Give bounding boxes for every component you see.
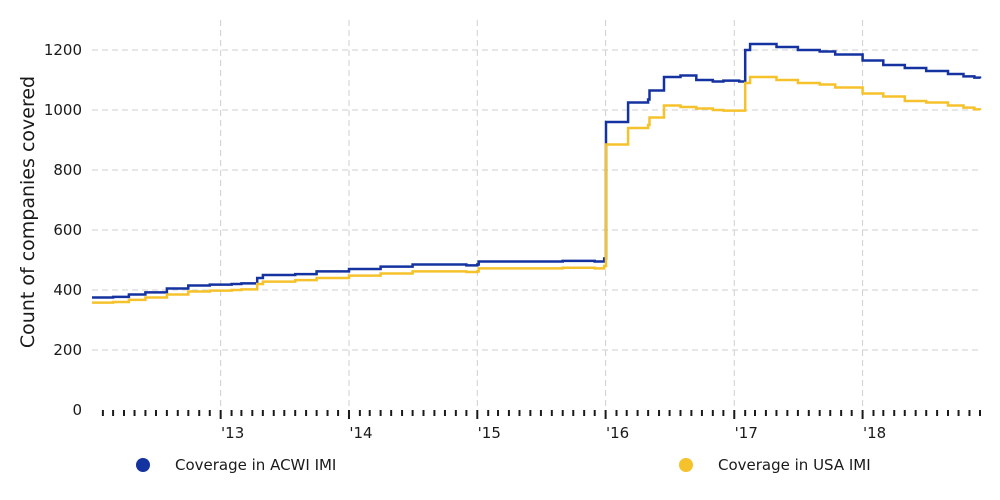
x-tick-label: '18	[863, 424, 886, 442]
x-axis: '13 '14 '15 '16 '17 '18	[101, 410, 981, 442]
y-tick-label: 1200	[44, 41, 82, 59]
grid	[92, 20, 980, 410]
x-tick-label: '17	[735, 424, 758, 442]
legend-label: Coverage in ACWI IMI	[175, 456, 336, 474]
plot-area	[92, 42, 982, 304]
legend-marker	[679, 458, 693, 472]
y-tick-label: 1000	[44, 101, 82, 119]
legend-marker	[136, 458, 150, 472]
y-axis-title: Count of companies covered	[17, 76, 39, 348]
legend: Coverage in ACWI IMI Coverage in USA IMI	[136, 456, 871, 474]
y-tick-label: 200	[53, 341, 82, 359]
x-tick-label: '14	[349, 424, 372, 442]
y-tick-label: 0	[72, 401, 82, 419]
y-tick-label: 600	[53, 221, 82, 239]
x-tick-label: '16	[606, 424, 629, 442]
legend-label: Coverage in USA IMI	[718, 456, 871, 474]
y-tick-label: 800	[53, 161, 82, 179]
series-line-usa-imi	[92, 75, 982, 304]
series-line-acwi-imi	[92, 42, 982, 299]
x-tick-label: '13	[221, 424, 244, 442]
x-tick-label: '15	[478, 424, 501, 442]
y-axis: 0 200 400 600 800 1000 1200	[44, 41, 82, 419]
y-tick-label: 400	[53, 281, 82, 299]
